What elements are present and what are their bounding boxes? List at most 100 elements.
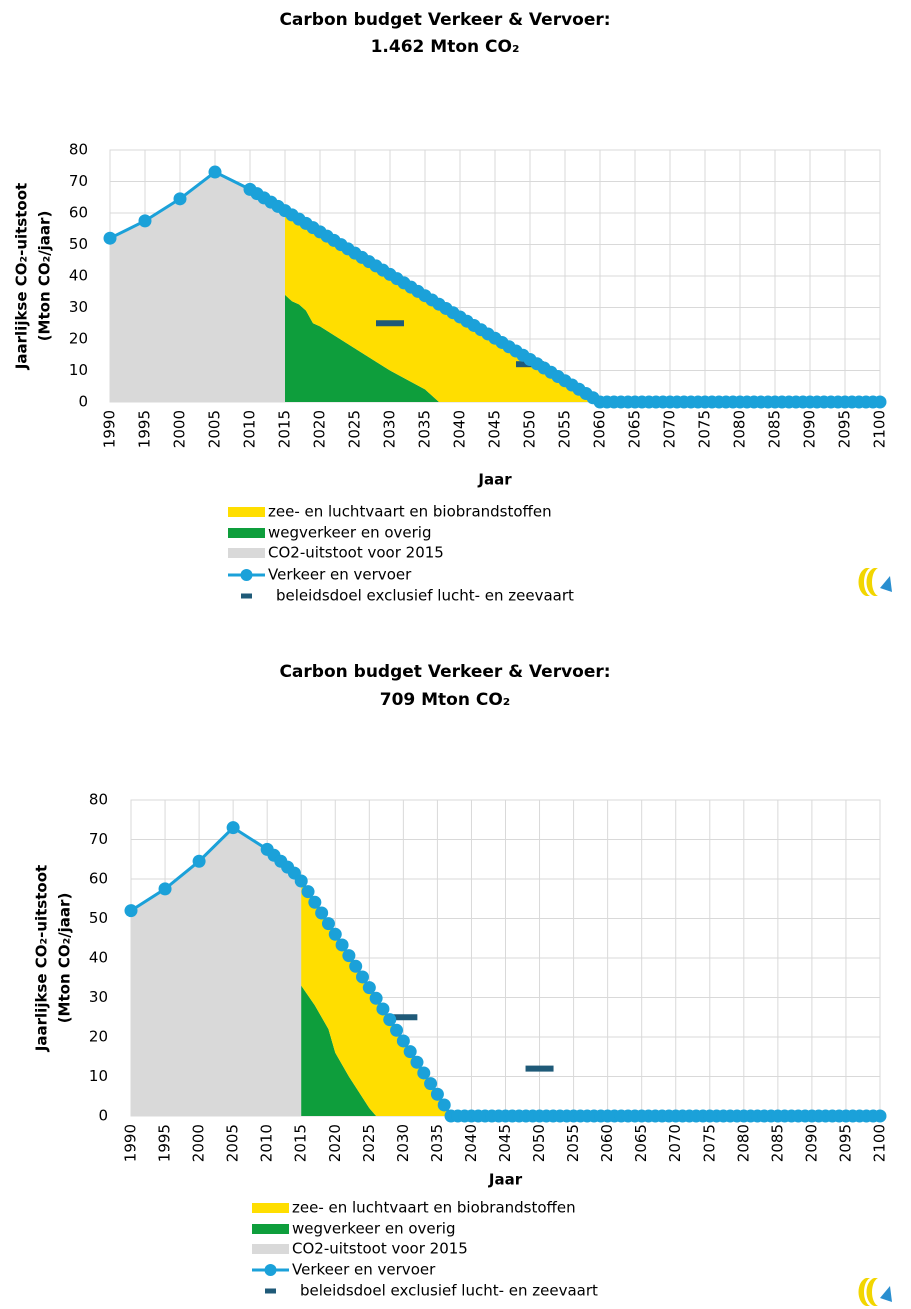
chart-title: Carbon budget Verkeer & Vervoer:	[279, 662, 610, 682]
line-marker	[424, 1077, 438, 1091]
logo	[858, 568, 892, 596]
x-tick-label: 2100	[871, 410, 889, 448]
line-marker	[335, 938, 349, 952]
line-marker	[124, 904, 138, 918]
x-tick-label: 2040	[451, 410, 469, 448]
line-marker	[369, 991, 383, 1005]
line-marker	[417, 1066, 431, 1080]
x-tick-label: 2050	[530, 1124, 548, 1162]
y-tick-label: 0	[78, 393, 88, 411]
x-tick-label: 1990	[101, 410, 119, 448]
x-tick-label: 2045	[496, 1124, 514, 1162]
y-tick-label: 20	[89, 1028, 108, 1046]
x-tick-label: 1990	[122, 1124, 140, 1162]
line-marker	[315, 906, 329, 920]
target-marker	[525, 1065, 554, 1072]
area	[301, 985, 452, 1116]
line-marker	[430, 1087, 444, 1101]
line-marker	[192, 854, 206, 868]
line-marker	[410, 1055, 424, 1069]
x-tick-label: 2035	[416, 410, 434, 448]
line-marker	[321, 917, 335, 931]
line-marker	[403, 1045, 417, 1059]
line-marker	[390, 1023, 404, 1037]
y-tick-label: 30	[89, 988, 108, 1006]
legend-swatch	[241, 593, 252, 599]
x-tick-label: 2080	[731, 410, 749, 448]
x-tick-label: 2000	[190, 1124, 208, 1162]
y-tick-label: 60	[69, 204, 88, 222]
line-marker	[138, 214, 152, 228]
x-tick-label: 2045	[486, 410, 504, 448]
y-tick-label: 10	[69, 361, 88, 379]
legend-label: wegverkeer en overig	[268, 524, 431, 542]
line-marker	[226, 821, 240, 835]
x-tick-label: 2065	[632, 1124, 650, 1162]
y-tick-label: 80	[69, 141, 88, 159]
y-tick-label: 50	[69, 235, 88, 253]
legend-swatch	[252, 1203, 289, 1213]
x-tick-label: 2070	[661, 410, 679, 448]
x-tick-label: 2060	[591, 410, 609, 448]
y-tick-label: 80	[89, 791, 108, 809]
x-tick-label: 1995	[136, 410, 154, 448]
legend-label: zee- en luchtvaart en biobrandstoffen	[292, 1199, 576, 1217]
legend-label: beleidsdoel exclusief lucht- en zeevaart	[276, 587, 574, 605]
y-tick-label: 70	[69, 172, 88, 190]
line-marker	[294, 874, 308, 888]
legend-label: Verkeer en vervoer	[268, 566, 412, 584]
y-axis-label: Jaarlijkse CO₂-uitstoot	[13, 183, 31, 370]
line-marker	[873, 395, 887, 409]
x-tick-label: 2005	[206, 410, 224, 448]
x-tick-label: 1995	[156, 1124, 174, 1162]
x-tick-label: 2020	[311, 410, 329, 448]
line-marker	[437, 1098, 451, 1112]
legend-label: beleidsdoel exclusief lucht- en zeevaart	[300, 1282, 598, 1300]
line-marker	[362, 981, 376, 995]
line-marker	[308, 895, 322, 909]
x-tick-label: 2090	[802, 1124, 820, 1162]
legend-label: CO2-uitstoot voor 2015	[292, 1240, 468, 1258]
x-tick-label: 2005	[224, 1124, 242, 1162]
y-axis-label: Jaarlijkse CO₂-uitstoot	[33, 865, 51, 1052]
legend-swatch	[252, 1244, 289, 1254]
line-marker	[873, 1109, 887, 1123]
x-tick-label: 2055	[556, 410, 574, 448]
line-marker	[349, 959, 363, 973]
legend-swatch	[228, 548, 265, 558]
x-tick-label: 2000	[171, 410, 189, 448]
x-tick-label: 2035	[428, 1124, 446, 1162]
y-tick-label: 60	[89, 870, 108, 888]
x-tick-label: 2020	[326, 1124, 344, 1162]
legend-label: Verkeer en vervoer	[292, 1261, 436, 1279]
y-tick-label: 40	[69, 267, 88, 285]
x-axis-label: Jaar	[488, 1171, 523, 1189]
chart-title: Carbon budget Verkeer & Vervoer:	[279, 10, 610, 30]
chart-subtitle: 709 Mton CO₂	[380, 690, 511, 710]
x-tick-label: 2080	[734, 1124, 752, 1162]
line-marker	[103, 231, 117, 245]
chart: Carbon budget Verkeer & Vervoer: 709 Mton…	[33, 662, 889, 1300]
legend-label: CO2-uitstoot voor 2015	[268, 544, 444, 562]
x-tick-label: 2075	[696, 410, 714, 448]
legend-label: wegverkeer en overig	[292, 1220, 455, 1238]
y-tick-label: 50	[89, 909, 108, 927]
target-marker	[376, 320, 404, 327]
line-marker	[356, 970, 370, 984]
line-marker	[342, 949, 356, 963]
x-tick-label: 2095	[836, 1124, 854, 1162]
x-tick-label: 2010	[241, 410, 259, 448]
line-marker	[301, 885, 315, 899]
x-tick-label: 2085	[766, 410, 784, 448]
legend-swatch	[240, 569, 253, 581]
area	[131, 827, 302, 1116]
x-tick-label: 2025	[346, 410, 364, 448]
legend-label: zee- en luchtvaart en biobrandstoffen	[268, 503, 552, 521]
legend-swatch	[265, 1288, 276, 1294]
x-tick-label: 2030	[381, 410, 399, 448]
y-tick-label: 40	[89, 949, 108, 967]
x-tick-label: 2060	[598, 1124, 616, 1162]
legend-swatch	[228, 528, 265, 538]
x-tick-label: 2025	[360, 1124, 378, 1162]
